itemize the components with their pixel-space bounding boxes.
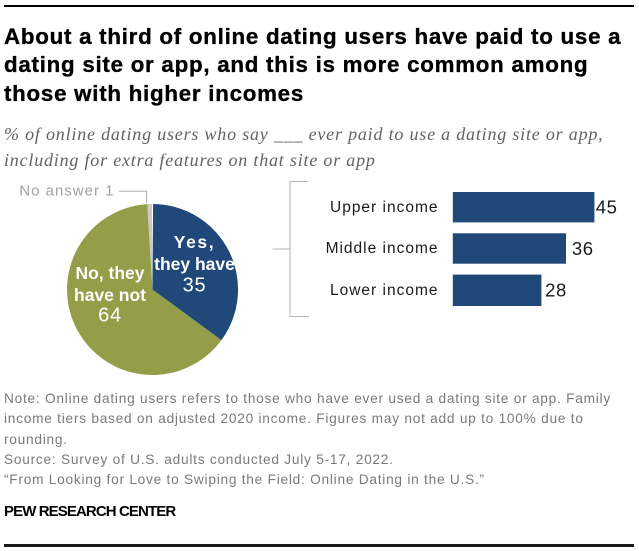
svg-text:have not: have not — [74, 285, 146, 305]
svg-text:No answer 1: No answer 1 — [19, 183, 114, 200]
svg-text:Lower income: Lower income — [330, 282, 439, 299]
svg-text:Yes,: Yes, — [174, 232, 215, 252]
svg-text:28: 28 — [545, 280, 567, 301]
svg-text:64: 64 — [98, 305, 122, 327]
svg-text:they have: they have — [154, 254, 235, 274]
svg-text:No, they: No, they — [75, 263, 144, 283]
svg-text:36: 36 — [572, 238, 594, 259]
svg-text:45: 45 — [596, 197, 618, 218]
svg-text:Upper income: Upper income — [330, 199, 439, 216]
svg-text:35: 35 — [183, 275, 207, 297]
svg-text:Middle income: Middle income — [326, 240, 439, 257]
